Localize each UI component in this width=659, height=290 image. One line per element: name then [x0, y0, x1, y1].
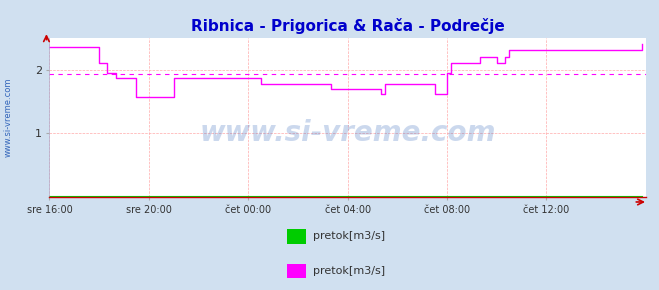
Text: pretok[m3/s]: pretok[m3/s]	[313, 266, 385, 276]
Text: www.si-vreme.com: www.si-vreme.com	[4, 78, 13, 157]
Text: pretok[m3/s]: pretok[m3/s]	[313, 231, 385, 241]
Title: Ribnica - Prigorica & Rača - Podrečje: Ribnica - Prigorica & Rača - Podrečje	[190, 18, 505, 34]
Text: www.si-vreme.com: www.si-vreme.com	[200, 119, 496, 147]
